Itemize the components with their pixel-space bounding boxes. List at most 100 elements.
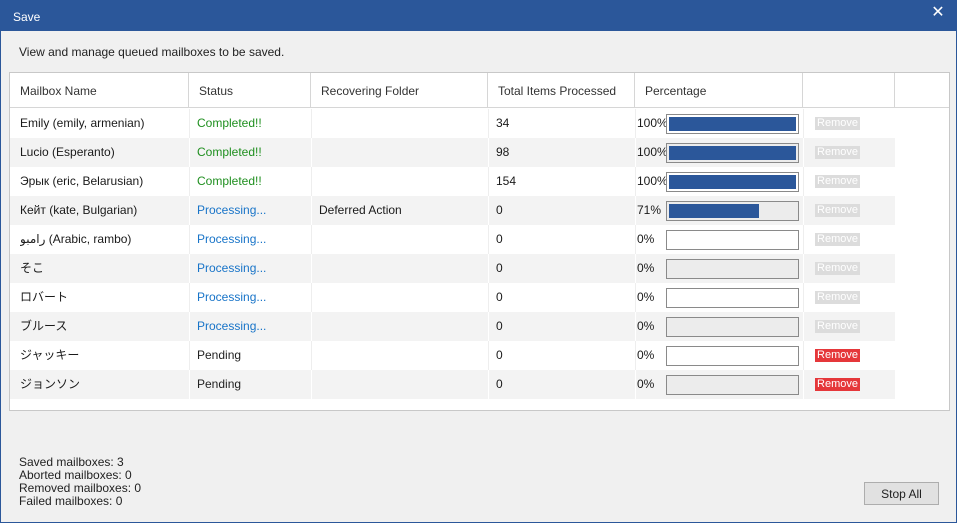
- summary-stats: Saved mailboxes: 3 Aborted mailboxes: 0 …: [19, 456, 141, 508]
- column-divider: [189, 109, 190, 138]
- recovering-folder: [319, 225, 485, 254]
- status-text: Pending: [197, 348, 242, 362]
- remove-button[interactable]: Remove: [815, 117, 860, 130]
- column-divider: [803, 283, 804, 312]
- remove-button[interactable]: Remove: [815, 320, 860, 333]
- remove-button[interactable]: Remove: [815, 175, 860, 188]
- stop-all-button[interactable]: Stop All: [864, 482, 939, 505]
- items-processed: 34: [496, 116, 510, 130]
- mailbox-name: Lucio (Esperanto): [20, 145, 115, 159]
- failed-count: Failed mailboxes: 0: [19, 494, 123, 508]
- mailbox-name: Эрык (eric, Belarusian): [20, 174, 144, 188]
- column-divider: [635, 370, 636, 399]
- items-processed: 0: [496, 319, 503, 333]
- column-divider: [488, 225, 489, 254]
- progress-bar: [666, 375, 799, 395]
- remove-button[interactable]: Remove: [815, 378, 860, 391]
- progress-bar: [666, 317, 799, 337]
- column-divider: [803, 138, 804, 167]
- percentage-label: 0%: [637, 290, 655, 304]
- status-text: Completed!!: [197, 116, 262, 130]
- column-divider: [488, 370, 489, 399]
- column-divider: [635, 312, 636, 341]
- recovering-folder: [319, 109, 485, 138]
- column-divider: [803, 167, 804, 196]
- recovering-folder: [319, 370, 485, 399]
- status-text: Processing...: [197, 319, 267, 333]
- column-divider: [635, 341, 636, 370]
- column-divider: [488, 138, 489, 167]
- items-processed: 0: [496, 261, 503, 275]
- table-row[interactable]: Lucio (Esperanto) Completed!! 98 100% Remove: [10, 138, 895, 167]
- column-divider: [311, 138, 312, 167]
- progress-bar: [666, 114, 799, 134]
- progress-bar: [666, 172, 799, 192]
- column-divider: [488, 283, 489, 312]
- column-divider: [189, 254, 190, 283]
- mailbox-name: ジョンソン: [20, 377, 81, 391]
- remove-button[interactable]: Remove: [815, 291, 860, 304]
- status-text: Processing...: [197, 203, 267, 217]
- column-divider: [488, 312, 489, 341]
- remove-button[interactable]: Remove: [815, 146, 860, 159]
- status-text: Processing...: [197, 232, 267, 246]
- column-divider: [311, 312, 312, 341]
- progress-bar: [666, 201, 799, 221]
- table-row[interactable]: そこ Processing... 0 0% Remove: [10, 254, 895, 283]
- column-divider: [189, 167, 190, 196]
- column-header-mailbox-name[interactable]: Mailbox Name: [10, 73, 189, 108]
- table-row[interactable]: ジャッキー Pending 0 0% Remove: [10, 341, 895, 370]
- remove-button[interactable]: Remove: [815, 204, 860, 217]
- progress-bar: [666, 230, 799, 250]
- column-divider: [311, 370, 312, 399]
- recovering-folder: [319, 167, 485, 196]
- status-text: Completed!!: [197, 174, 262, 188]
- column-divider: [803, 225, 804, 254]
- table-row[interactable]: ジョンソン Pending 0 0% Remove: [10, 370, 895, 399]
- progress-bar: [666, 143, 799, 163]
- mailbox-name: ジャッキー: [20, 348, 80, 362]
- mailbox-name: ブルース: [20, 319, 68, 333]
- mailbox-name: ロバート: [20, 290, 69, 304]
- column-divider: [488, 254, 489, 283]
- column-divider: [635, 196, 636, 225]
- remove-button[interactable]: Remove: [815, 349, 860, 362]
- column-divider: [189, 341, 190, 370]
- percentage-label: 0%: [637, 232, 655, 246]
- column-divider: [803, 312, 804, 341]
- column-header-actions: [803, 73, 895, 108]
- table-row[interactable]: ロバート Processing... 0 0% Remove: [10, 283, 895, 312]
- remove-button[interactable]: Remove: [815, 233, 860, 246]
- progress-fill: [669, 146, 796, 160]
- close-icon[interactable]: ✕: [931, 4, 945, 21]
- table-row[interactable]: ブルース Processing... 0 0% Remove: [10, 312, 895, 341]
- table-row[interactable]: Эрык (eric, Belarusian) Completed!! 154 100…: [10, 167, 895, 196]
- column-divider: [635, 167, 636, 196]
- column-header-status[interactable]: Status: [189, 73, 311, 108]
- mailbox-name: رامبو (Arabic, rambo): [20, 232, 132, 246]
- progress-bar: [666, 288, 799, 308]
- table-row[interactable]: Emily (emily, armenian) Completed!! 34 100%…: [10, 109, 895, 138]
- column-header-recovering-folder[interactable]: Recovering Folder: [311, 73, 488, 108]
- column-divider: [311, 167, 312, 196]
- dialog-description: View and manage queued mailboxes to be s…: [19, 45, 285, 59]
- column-header-percentage[interactable]: Percentage: [635, 73, 803, 108]
- items-processed: 98: [496, 145, 510, 159]
- percentage-label: 0%: [637, 348, 655, 362]
- column-divider: [488, 341, 489, 370]
- items-processed: 0: [496, 377, 503, 391]
- mailbox-name: Кейт (kate, Bulgarian): [20, 203, 138, 217]
- recovering-folder: [319, 138, 485, 167]
- table-row[interactable]: رامبو (Arabic, rambo) Processing... 0 0% Rem…: [10, 225, 895, 254]
- window-title: Save: [13, 10, 41, 24]
- remove-button[interactable]: Remove: [815, 262, 860, 275]
- column-divider: [189, 225, 190, 254]
- column-divider: [189, 283, 190, 312]
- column-divider: [488, 109, 489, 138]
- column-header-total-items[interactable]: Total Items Processed: [488, 73, 635, 108]
- progress-bar: [666, 346, 799, 366]
- column-divider: [189, 370, 190, 399]
- table-row[interactable]: Кейт (kate, Bulgarian) Processing... Defer…: [10, 196, 895, 225]
- column-divider: [189, 138, 190, 167]
